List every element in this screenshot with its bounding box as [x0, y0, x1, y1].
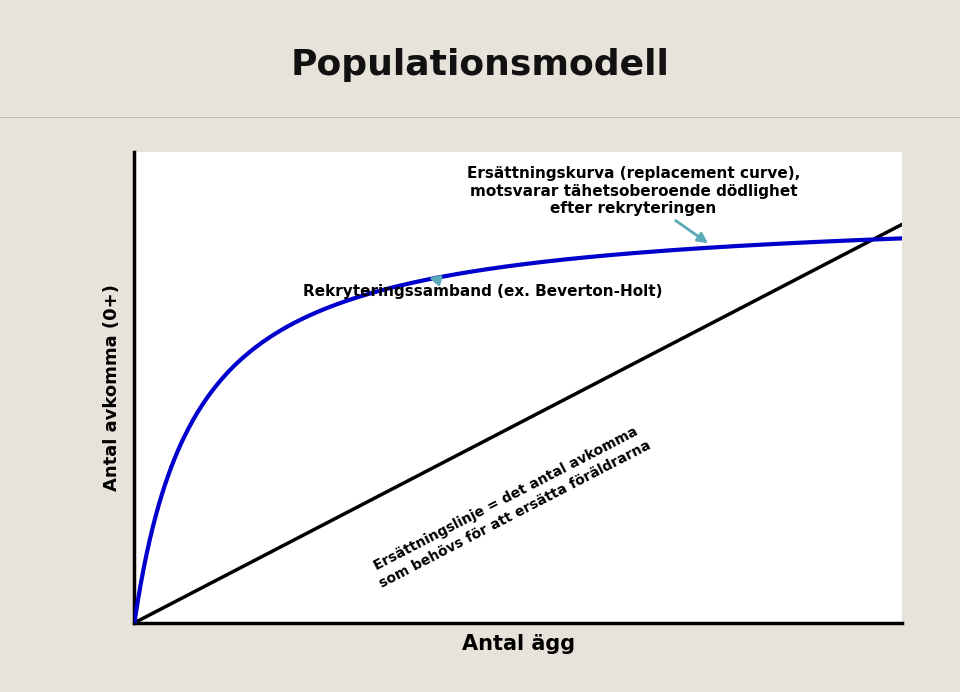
Text: Ersättningskurva (replacement curve),
motsvarar tähetsoberoende dödlighet
efter : Ersättningskurva (replacement curve), mo… — [467, 166, 801, 242]
Text: Ersättningslinje = det antal avkomma
som behövs för att ersätta föräldrarna: Ersättningslinje = det antal avkomma som… — [368, 422, 653, 591]
X-axis label: Antal ägg: Antal ägg — [462, 634, 575, 654]
Text: Rekryteringssamband (ex. Beverton-Holt): Rekryteringssamband (ex. Beverton-Holt) — [303, 277, 662, 299]
Y-axis label: Antal avkomma (0+): Antal avkomma (0+) — [103, 284, 121, 491]
Text: Populationsmodell: Populationsmodell — [291, 48, 669, 82]
